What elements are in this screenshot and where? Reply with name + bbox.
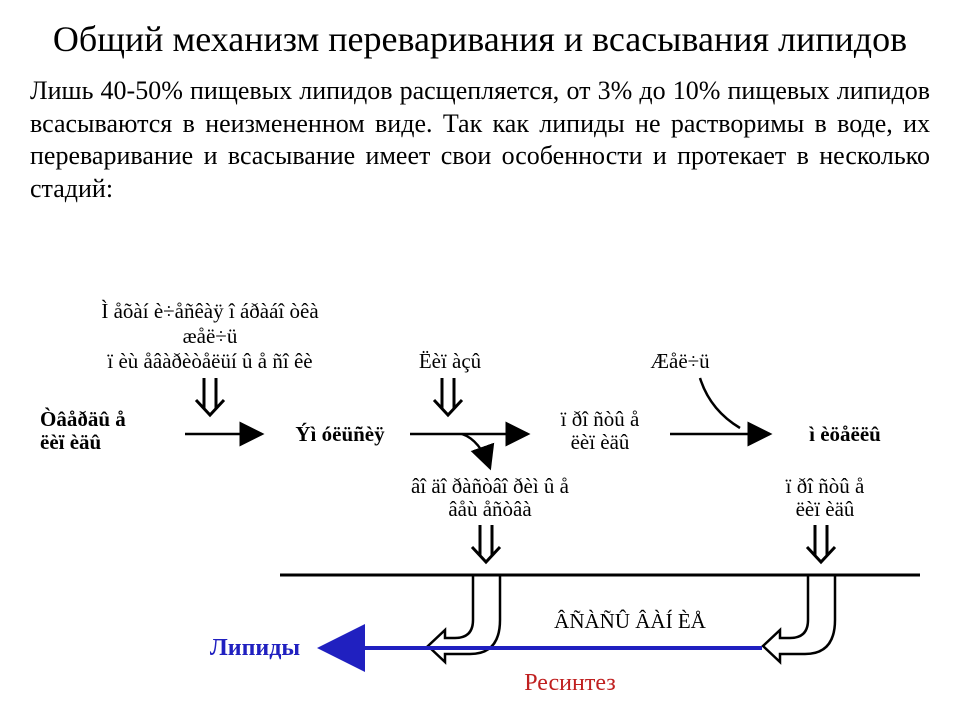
node-solid-lipids: Òâåðäû å ëèï èäû bbox=[40, 408, 180, 454]
intro-paragraph: Лишь 40-50% пищевых липидов расщепляется… bbox=[0, 69, 960, 205]
node-simple-lipids-bot: ï ðî ñòû å ëèï èäû bbox=[755, 475, 895, 521]
node-micelles: ì èöåëëû bbox=[770, 423, 920, 446]
label-lipazy: Ëèï àçû bbox=[380, 350, 520, 373]
label-zhelch: Æåë÷ü bbox=[610, 350, 750, 373]
label-mechanical-3: ï èù åâàðèòåëüí û å ñî êè bbox=[60, 350, 360, 373]
label-absorption: ÂÑÀÑÛ ÂÀÍ ÈÅ bbox=[500, 610, 760, 633]
node-lipids-final: Липиды bbox=[195, 635, 315, 661]
node-emulsion: Ýì óëüñèÿ bbox=[265, 423, 415, 446]
slide-title: Общий механизм переваривания и всасывани… bbox=[0, 0, 960, 69]
label-water-soluble: âî äî ðàñòâî ðèì û å âåù åñòâà bbox=[370, 475, 610, 521]
label-resynthesis: Ресинтез bbox=[480, 670, 660, 696]
node-simple-lipids-top: ï ðî ñòû å ëèï èäû bbox=[530, 408, 670, 454]
label-mechanical-1: Ì åõàí è÷åñêàÿ î áðàáî òêà bbox=[60, 300, 360, 323]
lipid-diagram: Ì åõàí è÷åñêàÿ î áðàáî òêà æåë÷ü ï èù åâ… bbox=[0, 300, 960, 720]
label-mechanical-2: æåë÷ü bbox=[60, 325, 360, 348]
